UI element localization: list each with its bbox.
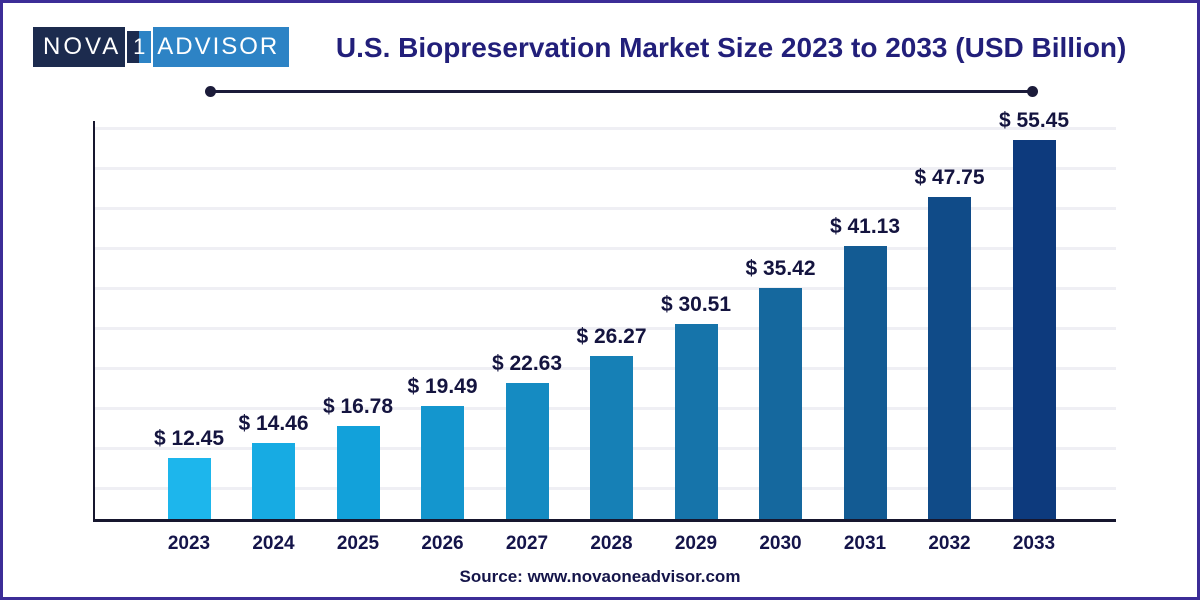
- bar-value-label-2027: $ 22.63: [491, 352, 563, 375]
- rule-left-dot: [205, 86, 216, 97]
- rule-right-dot: [1027, 86, 1038, 97]
- bar-2028: [590, 356, 633, 519]
- logo-text-advisor: ADVISOR: [153, 27, 290, 67]
- gridline: [95, 247, 1116, 250]
- bar-value-label-2030: $ 35.42: [745, 257, 816, 280]
- x-tick-label-2028: 2028: [590, 533, 633, 554]
- bar-2029: [674, 324, 718, 519]
- gridline: [95, 127, 1116, 130]
- title-underline-rule: [205, 86, 1038, 97]
- bar-2024: [252, 443, 295, 519]
- bar-value-label-2031: $ 41.13: [829, 215, 901, 238]
- bar-2032: [928, 197, 971, 519]
- bar-value-label-2026: $ 19.49: [407, 375, 478, 398]
- bar-2030: [759, 288, 802, 519]
- nova-one-advisor-logo: NOVA 1 ADVISOR: [33, 27, 290, 67]
- x-tick-label-2026: 2026: [421, 533, 464, 554]
- bar-value-label-2023: $ 12.45: [153, 427, 225, 450]
- x-tick-label-2030: 2030: [759, 533, 802, 554]
- gridline: [95, 327, 1116, 330]
- x-tick-label-2029: 2029: [674, 533, 718, 554]
- bar-chart-plot-area: $ 12.45 2023 $ 14.46 2024 $ 16.78 2025 $ 19.49…: [93, 109, 1116, 554]
- gridline: [95, 207, 1116, 210]
- bar-2031: [843, 246, 887, 519]
- x-tick-label-2027: 2027: [505, 533, 549, 554]
- logo-one-badge: 1: [125, 29, 154, 65]
- gridline: [95, 167, 1116, 170]
- x-tick-label-2032: 2032: [928, 533, 971, 554]
- header: NOVA 1 ADVISOR U.S. Biopreservation Mark…: [33, 27, 1173, 67]
- x-tick-label-2031: 2031: [843, 533, 887, 554]
- x-tick-label-2025: 2025: [336, 533, 380, 554]
- source-text: Source: www.novaoneadvisor.com: [459, 567, 741, 586]
- bar-2023: [167, 458, 211, 519]
- bar-2027: [505, 383, 549, 519]
- bar-value-label-2029: $ 30.51: [660, 293, 732, 316]
- chart-title: U.S. Biopreservation Market Size 2023 to…: [335, 32, 1127, 63]
- bar-2033: [1012, 140, 1056, 519]
- bar-value-label-2033: $ 55.45: [998, 109, 1070, 132]
- logo-text-nova: NOVA: [33, 27, 126, 67]
- bar-value-label-2025: $ 16.78: [322, 395, 394, 418]
- bar-2025: [336, 426, 380, 519]
- bar-2026: [421, 406, 464, 519]
- bar-value-label-2024: $ 14.46: [238, 412, 309, 435]
- gridline: [95, 287, 1116, 290]
- bar-value-label-2032: $ 47.75: [914, 166, 985, 189]
- x-tick-label-2023: 2023: [167, 533, 211, 554]
- bar-value-label-2028: $ 26.27: [576, 325, 647, 348]
- x-tick-label-2033: 2033: [1012, 533, 1056, 554]
- x-tick-label-2024: 2024: [252, 533, 295, 554]
